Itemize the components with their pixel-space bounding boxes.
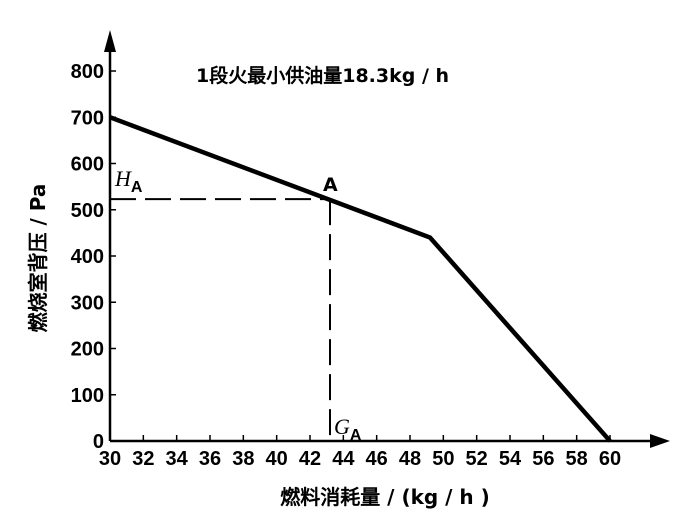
g-a-label-sub: A [350,427,362,444]
y-tick-label: 300 [71,292,104,314]
y-axis-title: 燃烧室背压 / Pa [26,184,50,333]
x-tick-label: 54 [499,448,522,470]
x-tick-label: 40 [266,448,288,470]
y-tick-label: 200 [71,339,104,361]
y-tick-label: 800 [71,61,104,83]
h-a-label-main: H [114,166,132,191]
y-tick-label: 100 [71,385,104,407]
x-tick-label: 52 [466,448,488,470]
x-tick-label: 44 [332,448,355,470]
y-ticks: 0 100 200 300 400 500 600 700 800 [71,61,116,453]
x-tick-label: 60 [599,448,621,470]
x-tick-label: 46 [366,448,388,470]
point-a-label: A [323,174,338,196]
g-a-label: GA [334,414,362,444]
chart-annotation: 1段火最小供油量18.3kg / h [196,64,449,87]
y-tick-label: 400 [71,246,104,268]
x-axis-title: 燃料消耗量 / (kg / h ) [280,485,490,509]
x-tick-label: 38 [232,448,254,470]
axes [104,30,670,448]
x-ticks: 30 32 34 36 38 40 42 44 46 48 50 52 54 56 58 60 [99,435,621,470]
x-tick-label: 58 [566,448,588,470]
y-tick-label: 500 [71,200,104,222]
guides [110,198,331,441]
x-tick-label: 30 [99,448,121,470]
h-a-label: HA [114,166,143,196]
g-a-label-main: G [334,414,350,439]
x-tick-label: 56 [532,448,554,470]
h-a-label-sub: A [131,179,143,196]
x-axis-arrow [650,434,670,448]
y-tick-label: 0 [93,431,104,453]
x-tick-label: 32 [132,448,154,470]
y-tick-label: 700 [71,107,104,129]
y-axis-arrow [104,30,116,52]
x-tick-label: 50 [432,448,454,470]
x-tick-label: 36 [199,448,221,470]
series-line [109,115,612,443]
x-tick-label: 42 [299,448,321,470]
y-tick-label: 600 [71,154,104,176]
series-group [109,115,612,443]
x-tick-label: 48 [399,448,421,470]
x-tick-label: 34 [166,448,189,470]
